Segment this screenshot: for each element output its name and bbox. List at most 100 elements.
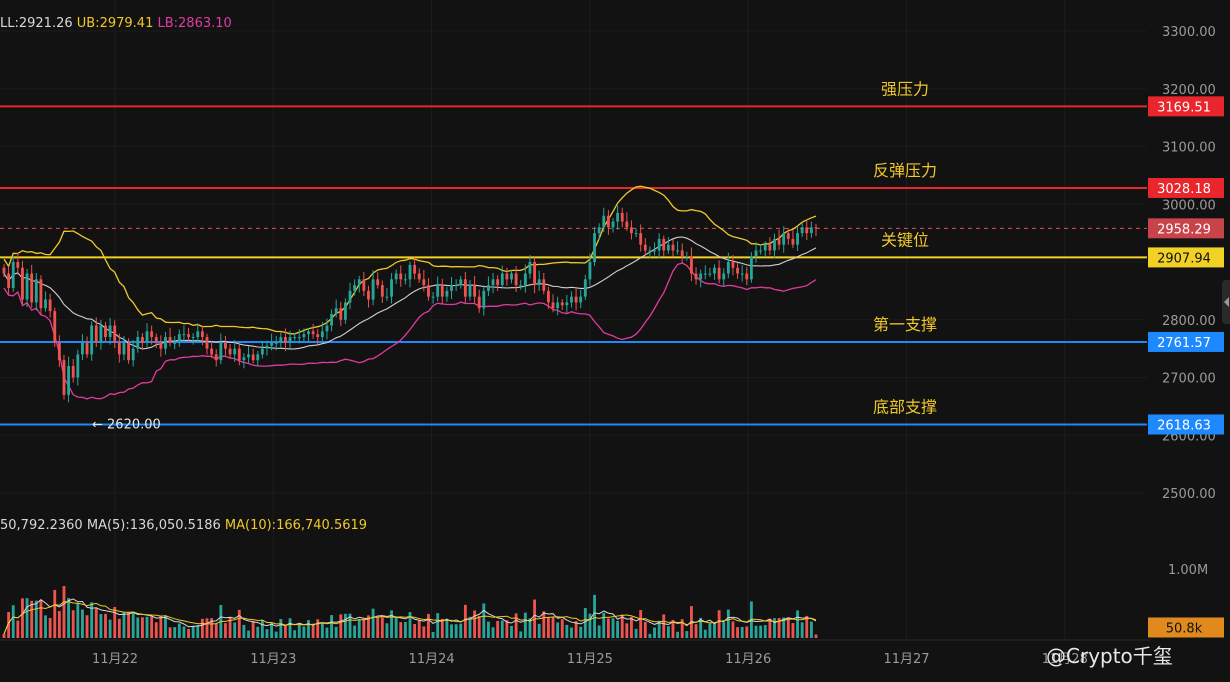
volume-bar bbox=[773, 618, 776, 638]
candle-body bbox=[777, 238, 781, 245]
candle-body bbox=[620, 212, 624, 222]
volume-bar bbox=[260, 620, 264, 638]
y-tick-label: 2500.00 bbox=[1162, 487, 1216, 502]
legend-volume: 50,792.2360 bbox=[0, 518, 83, 533]
volume-bar bbox=[348, 613, 352, 638]
volume-bar bbox=[371, 608, 375, 638]
candle-body bbox=[293, 337, 297, 339]
volume-bar bbox=[588, 613, 592, 638]
volume-bar bbox=[473, 610, 477, 638]
candle-body bbox=[726, 262, 730, 274]
x-tick-label: 11月26 bbox=[725, 652, 771, 667]
candle-body bbox=[763, 244, 767, 251]
volume-bar bbox=[519, 631, 523, 638]
volume-bar bbox=[703, 629, 707, 638]
candle-body bbox=[556, 302, 560, 309]
level-price-label: 2618.63 bbox=[1157, 418, 1211, 433]
candle-body bbox=[546, 290, 550, 303]
volume-bar bbox=[814, 634, 818, 638]
volume-bar bbox=[505, 620, 509, 638]
volume-bar bbox=[699, 617, 703, 638]
volume-bar bbox=[117, 618, 121, 638]
candle-body bbox=[597, 227, 601, 234]
volume-bar bbox=[53, 589, 57, 638]
level-price-label: 3028.18 bbox=[1157, 182, 1211, 197]
candle-body bbox=[786, 233, 790, 239]
volume-bar bbox=[768, 618, 772, 638]
candle-body bbox=[583, 279, 587, 297]
candle-body bbox=[805, 227, 809, 234]
volume-bar bbox=[25, 598, 29, 638]
candle-body bbox=[200, 331, 204, 338]
y-tick-label: 3000.00 bbox=[1162, 198, 1216, 213]
volume-bar bbox=[606, 618, 610, 638]
bollinger-legend: LL:2921.26 UB:2979.41 LB:2863.10 bbox=[0, 16, 232, 31]
volume-bar bbox=[579, 626, 583, 638]
candle-body bbox=[228, 348, 232, 355]
candle-body bbox=[551, 302, 555, 309]
volume-bar bbox=[90, 602, 94, 638]
candle-body bbox=[76, 354, 80, 378]
candle-body bbox=[574, 296, 578, 303]
volume-bar bbox=[274, 631, 278, 638]
candle-body bbox=[196, 331, 200, 338]
volume-bar bbox=[537, 623, 541, 638]
candle-body bbox=[16, 262, 20, 268]
x-tick-label: 11月27 bbox=[883, 652, 929, 667]
volume-bar bbox=[546, 616, 550, 638]
candle-body bbox=[708, 273, 712, 275]
candle-body bbox=[159, 342, 163, 349]
candle-body bbox=[311, 331, 315, 335]
volume-bar bbox=[2, 633, 6, 638]
candle-body bbox=[210, 348, 214, 355]
volume-bar bbox=[150, 616, 154, 638]
volume-bar bbox=[653, 627, 656, 638]
candle-body bbox=[680, 250, 684, 257]
volume-bar bbox=[376, 617, 380, 638]
lower-band-line bbox=[3, 262, 817, 400]
volume-bar bbox=[330, 615, 333, 638]
candle-body bbox=[320, 331, 324, 338]
volume-bar bbox=[574, 621, 578, 638]
candle-body bbox=[454, 285, 458, 287]
candle-body bbox=[745, 273, 749, 280]
candle-body bbox=[274, 342, 278, 344]
candle-body bbox=[182, 334, 186, 336]
candle-body bbox=[514, 273, 518, 286]
volume-bar bbox=[113, 606, 117, 638]
volume-bar bbox=[302, 626, 306, 638]
volume-bar bbox=[551, 616, 555, 638]
candle-body bbox=[94, 325, 98, 343]
volume-bar bbox=[62, 586, 66, 638]
volume-bar bbox=[680, 619, 684, 638]
low-marker-label: ← 2620.00 bbox=[92, 418, 161, 433]
volume-bar bbox=[214, 623, 218, 638]
expand-panel-handle[interactable] bbox=[1222, 280, 1230, 324]
candle-body bbox=[500, 273, 504, 286]
candle-body bbox=[67, 365, 71, 395]
volume-bar bbox=[477, 616, 481, 638]
candle-body bbox=[593, 233, 596, 262]
volume-bar bbox=[570, 627, 573, 638]
candle-body bbox=[676, 250, 680, 252]
volume-bar bbox=[796, 610, 799, 638]
candle-body bbox=[703, 273, 707, 275]
level-price-label: 3169.51 bbox=[1157, 100, 1211, 115]
volume-bar bbox=[108, 619, 112, 638]
candle-body bbox=[579, 296, 583, 303]
candle-body bbox=[330, 313, 333, 326]
candle-body bbox=[685, 256, 689, 258]
candle-body bbox=[205, 337, 209, 349]
candle-body bbox=[85, 342, 89, 355]
volume-bar bbox=[740, 626, 744, 638]
candle-body bbox=[800, 227, 804, 234]
y-tick-label: 3100.00 bbox=[1162, 141, 1216, 156]
volume-bar bbox=[205, 618, 209, 638]
candle-body bbox=[113, 325, 117, 343]
volume-bar bbox=[168, 627, 172, 638]
candle-body bbox=[588, 262, 592, 280]
candle-body bbox=[71, 365, 75, 378]
